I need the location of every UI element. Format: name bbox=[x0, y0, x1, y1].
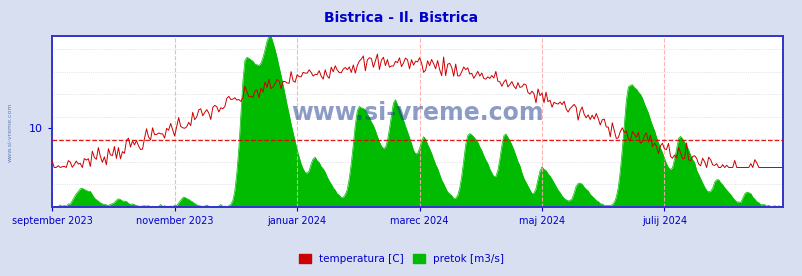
Text: www.si-vreme.com: www.si-vreme.com bbox=[8, 103, 13, 162]
Text: www.si-vreme.com: www.si-vreme.com bbox=[291, 101, 543, 125]
Text: Bistrica - Il. Bistrica: Bistrica - Il. Bistrica bbox=[324, 11, 478, 25]
Legend: temperatura [C], pretok [m3/s]: temperatura [C], pretok [m3/s] bbox=[294, 250, 508, 268]
